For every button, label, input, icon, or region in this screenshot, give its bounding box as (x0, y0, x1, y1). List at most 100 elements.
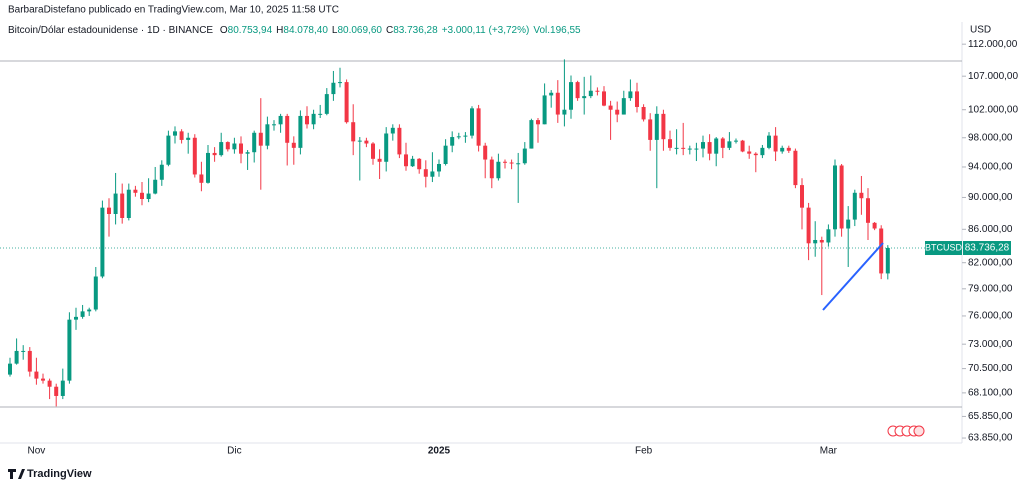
candle-body (232, 143, 237, 150)
candle-body (390, 127, 395, 134)
candle-body (654, 113, 659, 140)
candle-body (714, 138, 719, 154)
candle-body (674, 147, 679, 149)
candle-body (120, 193, 125, 218)
y-tick-label: 68.100,00 (968, 388, 1013, 399)
candle-body (555, 92, 560, 115)
candle-body (265, 124, 270, 146)
candle-body (87, 309, 92, 312)
candle-body (107, 207, 111, 214)
trend-line (822, 242, 884, 311)
candle-body (192, 137, 197, 175)
legend-key: C (385, 25, 394, 36)
candle-body (582, 96, 587, 99)
y-tick-label: 76.000,00 (968, 311, 1013, 322)
candle-body (364, 140, 369, 144)
candle-body (318, 113, 323, 115)
legend-value: 80.753,94 (227, 25, 273, 36)
candle-body (60, 380, 65, 396)
candle-body (291, 142, 296, 148)
x-tick-label: 2025 (428, 446, 451, 457)
candle-body (509, 162, 514, 164)
candle-body (549, 92, 554, 96)
candle-body (734, 140, 738, 142)
x-tick-label: Feb (635, 446, 653, 457)
candle-body (8, 363, 12, 375)
candle-body (866, 198, 870, 223)
y-tick-label: 86.000,00 (968, 224, 1013, 235)
candle-body (219, 142, 224, 156)
candle-body (767, 135, 771, 148)
legend-value: +3.000,11 (+3,72%) (441, 25, 530, 36)
symbol: Bitcoin/Dólar estadounidense · 1D · BINA… (8, 25, 214, 36)
x-tick-label: Nov (28, 446, 46, 457)
candle-body (569, 82, 573, 110)
y-tick-label: 112.000,00 (968, 39, 1018, 50)
candle-body (489, 159, 494, 179)
legend-value: 84.078,40 (283, 25, 328, 36)
candle-body (186, 137, 191, 140)
candle-body (522, 148, 527, 164)
legend-key: H (276, 25, 284, 36)
candle-body (608, 105, 613, 110)
candle-body (80, 311, 85, 317)
candle-body (701, 142, 705, 149)
y-tick-label: 70.500,00 (968, 363, 1013, 374)
candle-body (562, 109, 567, 115)
candle-body (536, 120, 540, 125)
candle-body (602, 91, 606, 106)
candle-body (404, 154, 408, 167)
candle-body (621, 98, 626, 115)
candle-body (133, 189, 138, 193)
candle-body (146, 193, 151, 200)
candle-body (542, 95, 547, 125)
candle-body (34, 371, 39, 379)
price-tag: 83.736,28 (965, 243, 1010, 254)
currency: USD (970, 25, 991, 36)
candle-body (780, 147, 785, 152)
candle-body (846, 219, 851, 229)
candle-body (833, 165, 837, 230)
candle-body (357, 140, 362, 142)
candle-body (707, 142, 712, 154)
candle-body (800, 185, 804, 208)
candle-body (27, 350, 32, 372)
candle-body (298, 115, 303, 148)
candle-body (21, 350, 26, 352)
candle-body (397, 127, 402, 155)
candle-body (450, 137, 455, 146)
candle-body (720, 138, 725, 148)
candle-body (74, 316, 78, 320)
ticker-tag-bg (925, 241, 962, 256)
candle-body (410, 158, 415, 167)
candle-body (371, 143, 375, 159)
candle-body (740, 140, 745, 152)
y-tick-label: 65.850,00 (968, 411, 1013, 422)
y-tick-label: 73.000,00 (968, 339, 1013, 350)
candle-body (681, 147, 686, 149)
y-tick-label: 102.000,00 (968, 104, 1018, 115)
x-tick-label: Dic (227, 446, 241, 457)
candle-body (384, 133, 389, 162)
legend-key: L (331, 25, 338, 36)
x-tick-label: Mar (820, 446, 838, 457)
candle-body (140, 192, 144, 200)
candle-body (885, 248, 890, 274)
event-icon[interactable] (913, 425, 925, 437)
y-tick-label: 79.000,00 (968, 283, 1013, 294)
event-icons (887, 425, 925, 437)
candle-body (641, 106, 646, 120)
candle-body (113, 193, 118, 214)
candle-body (272, 124, 276, 126)
candle-body (668, 139, 672, 148)
candle-body (344, 82, 349, 123)
candle-body (285, 115, 290, 143)
candle-body (166, 135, 171, 165)
candle-body (747, 151, 752, 154)
candle-body (199, 174, 204, 183)
candle-body (311, 113, 316, 125)
candle-body (430, 171, 435, 177)
candle-body (245, 152, 250, 154)
candle-body (879, 228, 884, 274)
candle-body (126, 189, 131, 218)
